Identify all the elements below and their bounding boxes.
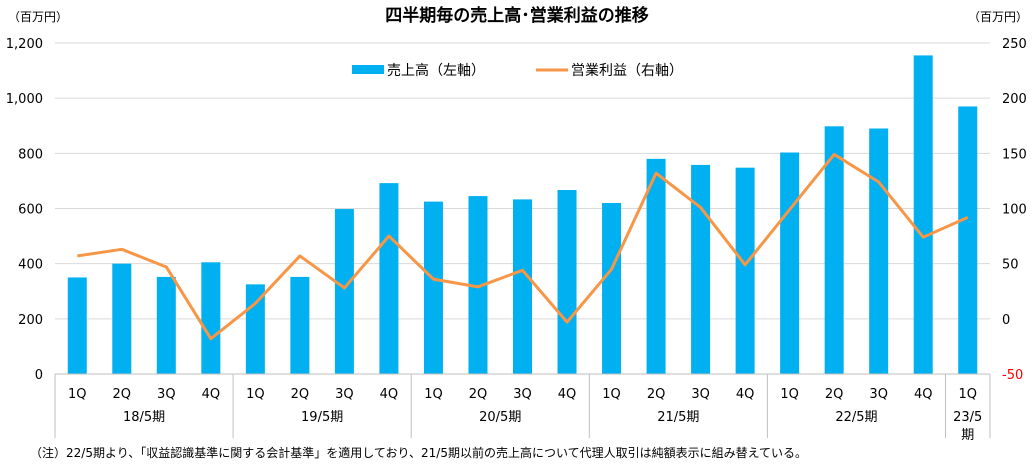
bar bbox=[334, 209, 354, 374]
group-label: 20/5期 bbox=[479, 410, 521, 425]
left-tick-label: 600 bbox=[18, 203, 43, 218]
category-label: 2Q bbox=[291, 387, 310, 402]
bar bbox=[67, 277, 87, 374]
right-tick-label: 250 bbox=[1002, 37, 1027, 52]
line-layer bbox=[77, 152, 969, 341]
category-label: 1Q bbox=[958, 387, 977, 402]
legend-label-profit: 営業利益（右軸） bbox=[571, 63, 683, 79]
bar bbox=[824, 126, 844, 374]
category-label: 2Q bbox=[647, 387, 666, 402]
category-label: 3Q bbox=[513, 387, 532, 402]
category-label: 3Q bbox=[691, 387, 710, 402]
bar bbox=[156, 276, 176, 374]
category-label: 4Q bbox=[380, 387, 399, 402]
legend-swatch-sales bbox=[352, 65, 384, 74]
left-unit-label: （百万円） bbox=[8, 10, 68, 24]
category-label: 3Q bbox=[869, 387, 888, 402]
bar bbox=[201, 262, 221, 374]
category-label: 1Q bbox=[602, 387, 621, 402]
bar bbox=[290, 276, 310, 374]
bars-layer bbox=[67, 55, 978, 375]
category-label: 4Q bbox=[736, 387, 755, 402]
group-label: 23/5 期 bbox=[953, 410, 982, 443]
right-tick-label: 100 bbox=[1002, 203, 1027, 218]
axes-layer: 0 200 400 600 800 1,000 1,200 -50 0 50 100 150 200 25… bbox=[6, 37, 1027, 443]
category-label: 1Q bbox=[780, 387, 799, 402]
chart-title: 四半期毎の売上高･営業利益の推移 bbox=[385, 5, 649, 26]
bar bbox=[379, 183, 399, 374]
group-label: 19/5期 bbox=[301, 410, 343, 425]
left-tick-label: 200 bbox=[18, 313, 43, 328]
group-label: 22/5期 bbox=[835, 410, 877, 425]
category-label: 1Q bbox=[424, 387, 443, 402]
bar bbox=[958, 106, 978, 375]
category-label: 1Q bbox=[246, 387, 265, 402]
category-label: 2Q bbox=[469, 387, 488, 402]
right-tick-label: 200 bbox=[1002, 92, 1027, 107]
left-tick-label: 1,000 bbox=[6, 92, 43, 107]
legend-label-sales: 売上高（左軸） bbox=[387, 62, 485, 79]
category-label: 2Q bbox=[825, 387, 844, 402]
bar bbox=[602, 202, 622, 374]
bar bbox=[513, 199, 532, 374]
bar bbox=[557, 190, 577, 374]
category-label: 1Q bbox=[68, 387, 87, 402]
bar bbox=[913, 55, 933, 374]
profit-line bbox=[77, 152, 969, 341]
right-tick-label: 50 bbox=[1002, 258, 1019, 273]
bar bbox=[691, 164, 711, 374]
category-label: 4Q bbox=[202, 387, 221, 402]
category-label: 3Q bbox=[335, 387, 354, 402]
right-unit-label: （百万円） bbox=[968, 10, 1028, 24]
group-label: 21/5期 bbox=[657, 410, 699, 425]
left-tick-label: 400 bbox=[18, 258, 43, 273]
legend: 売上高（左軸） 営業利益（右軸） bbox=[352, 62, 683, 79]
right-tick-label: 150 bbox=[1002, 147, 1027, 162]
left-tick-label: 800 bbox=[18, 147, 43, 162]
bar bbox=[646, 158, 666, 374]
right-tick-label: 0 bbox=[1002, 313, 1010, 328]
bar bbox=[423, 201, 443, 374]
bar bbox=[869, 128, 889, 374]
category-label: 2Q bbox=[113, 387, 132, 402]
bar bbox=[468, 196, 488, 374]
category-label: 4Q bbox=[914, 387, 933, 402]
left-tick-label: 0 bbox=[35, 368, 43, 383]
bar bbox=[735, 167, 755, 374]
group-label: 18/5期 bbox=[123, 410, 165, 425]
category-label: 3Q bbox=[157, 387, 176, 402]
bar bbox=[780, 152, 800, 374]
category-label: 4Q bbox=[558, 387, 577, 402]
footnote: （注）22/5期より、「収益認識基準に関する会計基準」を適用しており、21/5期… bbox=[30, 445, 807, 460]
left-tick-label: 1,200 bbox=[6, 37, 43, 52]
bar bbox=[112, 263, 132, 374]
right-tick-label: -50 bbox=[1002, 368, 1023, 383]
